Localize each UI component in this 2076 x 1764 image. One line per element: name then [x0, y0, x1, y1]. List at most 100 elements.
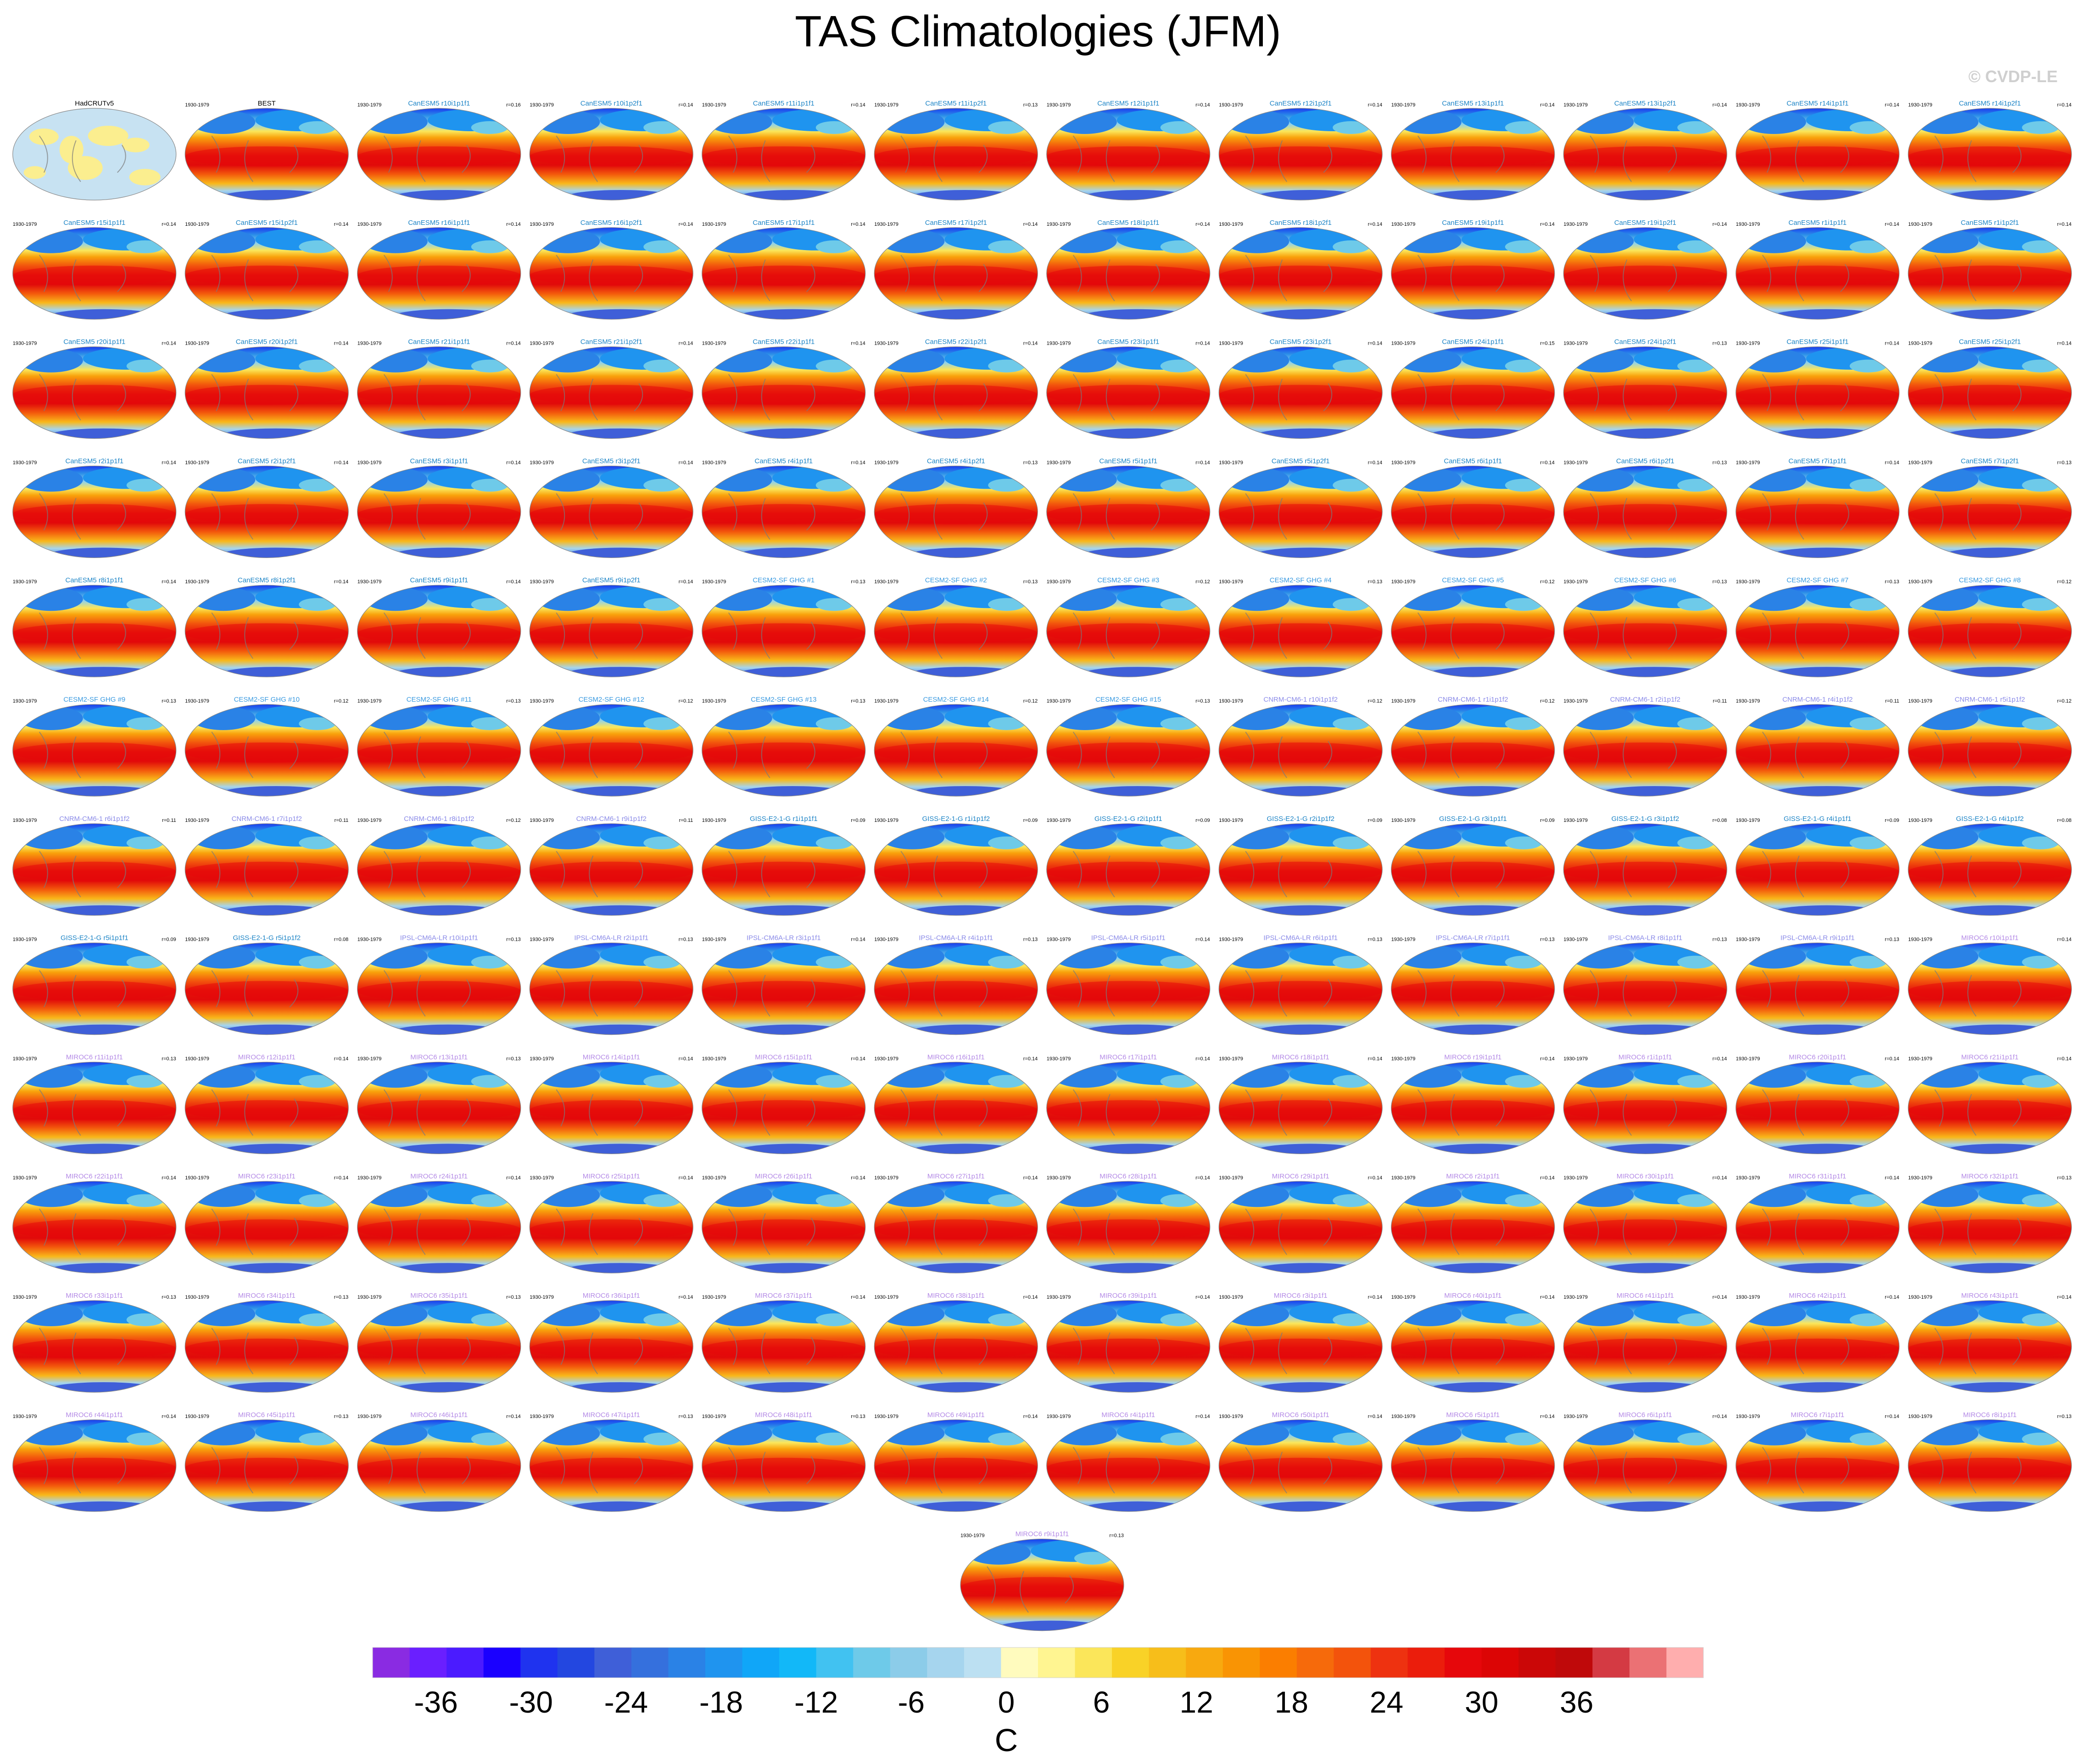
- map-field: [12, 704, 176, 796]
- panel-title: MIROC6 r11i1p1f1: [66, 1053, 123, 1061]
- panel-title: CNRM-CM6-1 r8i1p1f2: [404, 815, 474, 823]
- colorbar-swatch: [1407, 1647, 1445, 1678]
- panel-r-value: r=0.14: [506, 1175, 521, 1181]
- panel-r-value: r=0.14: [1540, 1414, 1555, 1419]
- panel-r-value: r=0.14: [1368, 1295, 1383, 1300]
- panel-title: CESM2-SF GHG #3: [1097, 576, 1159, 584]
- panel-r-value: r=0.14: [162, 341, 176, 346]
- panel-r-value: r=0.09: [1023, 818, 1038, 823]
- map-field: [1908, 1301, 2072, 1392]
- panel-period-label: 1930-1979: [1908, 341, 1932, 346]
- panel-period-label: 1930-1979: [1908, 937, 1932, 943]
- panel-title: CanESM5 r16i1p2f1: [580, 219, 642, 227]
- panel-title: CanESM5 r21i1p1f1: [408, 338, 470, 346]
- map-panel: 1930-1979 MIROC6 r5i1p1f1 r=0.14: [1391, 1411, 1555, 1512]
- map-field: [530, 1301, 693, 1392]
- colorbar-swatch: [1075, 1647, 1112, 1678]
- panel-title: CanESM5 r22i1p1f1: [753, 338, 815, 346]
- panel-r-value: r=0.13: [506, 1056, 521, 1061]
- panel-title: CanESM5 r11i1p2f1: [925, 100, 987, 107]
- panel-title: MIROC6 r8i1p1f1: [1963, 1411, 2017, 1419]
- panel-title: CanESM5 r7i1p2f1: [1961, 457, 2019, 465]
- panel-title: CanESM5 r18i1p1f1: [1097, 219, 1159, 227]
- panel-r-value: r=0.13: [506, 1295, 521, 1300]
- map-panel: 1930-1979 CNRM-CM6-1 r8i1p1f2 r=0.12: [357, 815, 521, 916]
- panel-r-value: r=0.14: [851, 102, 865, 108]
- panel-r-value: r=0.14: [1368, 1414, 1383, 1419]
- panel-r-value: r=0.14: [851, 222, 865, 227]
- map-field: [357, 466, 521, 558]
- panel-title: MIROC6 r20i1p1f1: [1789, 1053, 1846, 1061]
- map-field: [1046, 346, 1210, 439]
- panel-r-value: r=0.14: [1885, 460, 1899, 465]
- panel-r-value: r=0.09: [1885, 818, 1899, 823]
- panel-title: CanESM5 r2i1p1f1: [65, 457, 123, 465]
- map-field: [1563, 227, 1727, 319]
- colorbar-tick-label: -6: [898, 1685, 925, 1719]
- map-panel: 1930-1979 CanESM5 r16i1p2f1 r=0.14: [529, 219, 693, 320]
- panel-period-label: 1930-1979: [13, 460, 37, 465]
- panel-period-label: 1930-1979: [357, 460, 382, 465]
- colorbar-unit-label: C: [995, 1722, 1018, 1758]
- panel-title: CESM2-SF GHG #13: [751, 696, 816, 703]
- panel-r-value: r=0.14: [1540, 1295, 1555, 1300]
- map-field: [874, 585, 1038, 677]
- panel-title: CanESM5 r25i1p2f1: [1959, 338, 2021, 346]
- panel-title: CanESM5 r8i1p2f1: [238, 576, 296, 584]
- panel-r-value: r=0.14: [162, 1175, 176, 1181]
- panel-period-label: 1930-1979: [530, 102, 554, 108]
- panel-period-label: 1930-1979: [1219, 460, 1243, 465]
- map-panel: 1930-1979 IPSL-CM6A-LR r6i1p1f1 r=0.13: [1218, 934, 1383, 1035]
- panel-period-label: 1930-1979: [357, 1175, 382, 1181]
- panel-period-label: 1930-1979: [1219, 1056, 1243, 1061]
- panel-r-value: r=0.14: [1368, 1175, 1383, 1181]
- map-field: [1908, 704, 2072, 796]
- panel-period-label: 1930-1979: [960, 1533, 985, 1539]
- colorbar-swatch: [1481, 1647, 1519, 1678]
- panel-title: CanESM5 r25i1p1f1: [1786, 338, 1848, 346]
- panel-period-label: 1930-1979: [1908, 579, 1932, 585]
- map-field: [530, 346, 693, 439]
- map-field: [1391, 1301, 1555, 1392]
- panel-period-label: 1930-1979: [702, 1175, 726, 1181]
- panel-title: MIROC6 r25i1p1f1: [583, 1172, 640, 1180]
- panel-period-label: 1930-1979: [1047, 579, 1071, 585]
- panel-period-label: 1930-1979: [1047, 937, 1071, 943]
- panel-period-label: 1930-1979: [13, 1175, 37, 1181]
- panel-r-value: r=0.14: [2057, 1295, 2072, 1300]
- panel-r-value: r=0.14: [1023, 1175, 1038, 1181]
- panel-period-label: 1930-1979: [1047, 1175, 1071, 1181]
- panel-r-value: r=0.14: [851, 1295, 865, 1300]
- panel-title: GISS-E2-1-G r3i1p1f1: [1439, 815, 1507, 823]
- panel-title: MIROC6 r3i1p1f1: [1274, 1292, 1328, 1300]
- panel-r-value: r=0.13: [334, 1295, 349, 1300]
- panel-r-value: r=0.14: [679, 460, 693, 465]
- panel-title: MIROC6 r17i1p1f1: [1099, 1053, 1157, 1061]
- panel-period-label: 1930-1979: [1736, 579, 1760, 585]
- panel-title: MIROC6 r39i1p1f1: [1099, 1292, 1157, 1300]
- map-panel: 1930-1979 CanESM5 r25i1p1f1 r=0.14: [1736, 338, 1900, 439]
- map-panel: 1930-1979 MIROC6 r21i1p1f1 r=0.14: [1908, 1053, 2072, 1154]
- map-panel: 1930-1979 CanESM5 r12i1p1f1 r=0.14: [1046, 100, 1211, 201]
- map-panel: 1930-1979 CESM2-SF GHG #5 r=0.12: [1391, 576, 1555, 677]
- panel-period-label: 1930-1979: [1908, 1056, 1932, 1061]
- colorbar-swatch: [1112, 1647, 1150, 1678]
- panel-period-label: 1930-1979: [530, 1056, 554, 1061]
- panel-period-label: 1930-1979: [1736, 102, 1760, 108]
- panel-period-label: 1930-1979: [702, 1414, 726, 1419]
- panel-period-label: 1930-1979: [13, 341, 37, 346]
- colorbar-swatch: [1518, 1647, 1556, 1678]
- panel-period-label: 1930-1979: [1736, 222, 1760, 227]
- map-field: [1908, 108, 2072, 200]
- panel-title: MIROC6 r43i1p1f1: [1961, 1292, 2019, 1300]
- panel-period-label: 1930-1979: [1563, 818, 1588, 823]
- panel-title: MIROC6 r33i1p1f1: [66, 1292, 123, 1300]
- panel-period-label: 1930-1979: [1219, 102, 1243, 108]
- panel-r-value: r=0.14: [1713, 1175, 1727, 1181]
- panel-r-value: r=0.14: [1885, 102, 1899, 108]
- panel-r-value: r=0.14: [679, 579, 693, 585]
- panel-title: MIROC6 r41i1p1f1: [1617, 1292, 1674, 1300]
- map-field: [1391, 1419, 1555, 1512]
- panel-title: CanESM5 r9i1p1f1: [410, 576, 468, 584]
- panel-title: IPSL-CM6A-LR r9i1p1f1: [1780, 934, 1855, 942]
